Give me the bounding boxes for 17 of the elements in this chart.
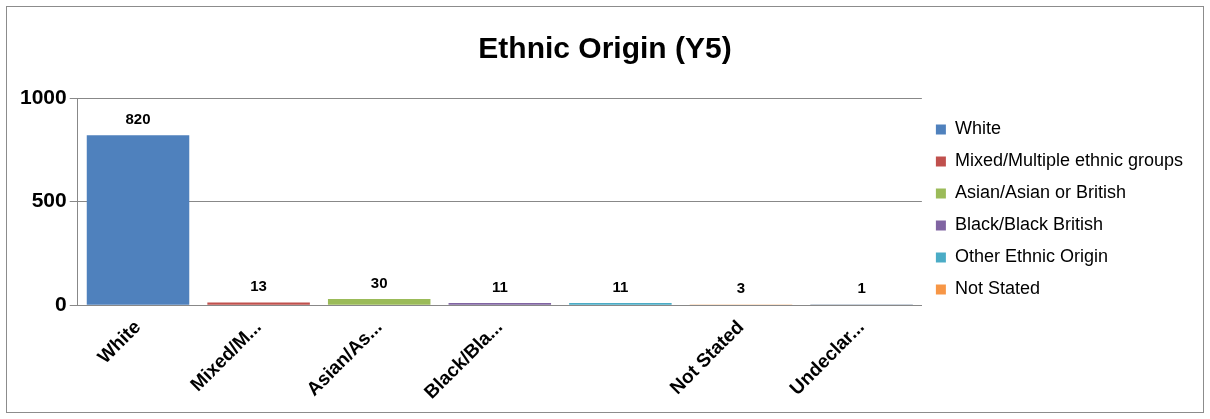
data-label: 30 xyxy=(370,273,388,291)
data-label: 1 xyxy=(857,279,866,297)
data-label: 13 xyxy=(250,277,267,295)
legend-label: Other Ethnic Origin xyxy=(954,246,1108,267)
legend-label: Asian/Asian or British xyxy=(954,182,1126,203)
data-label: 11 xyxy=(491,277,508,295)
y-tick-label: 500 xyxy=(31,188,67,212)
legend-label: White xyxy=(954,118,1001,139)
y-tick-label: 1000 xyxy=(20,84,67,108)
data-label: 3 xyxy=(736,279,746,297)
data-label: 11 xyxy=(612,277,629,295)
legend-label: Black/Black British xyxy=(954,214,1103,235)
legend-label: Mixed/Multiple ethnic groups xyxy=(954,150,1184,171)
y-tick-label: 0 xyxy=(55,291,67,315)
legend-label: Not Stated xyxy=(954,278,1040,299)
chart-title: Ethnic Origin (Y5) xyxy=(478,31,732,65)
data-label: 820 xyxy=(125,109,151,127)
